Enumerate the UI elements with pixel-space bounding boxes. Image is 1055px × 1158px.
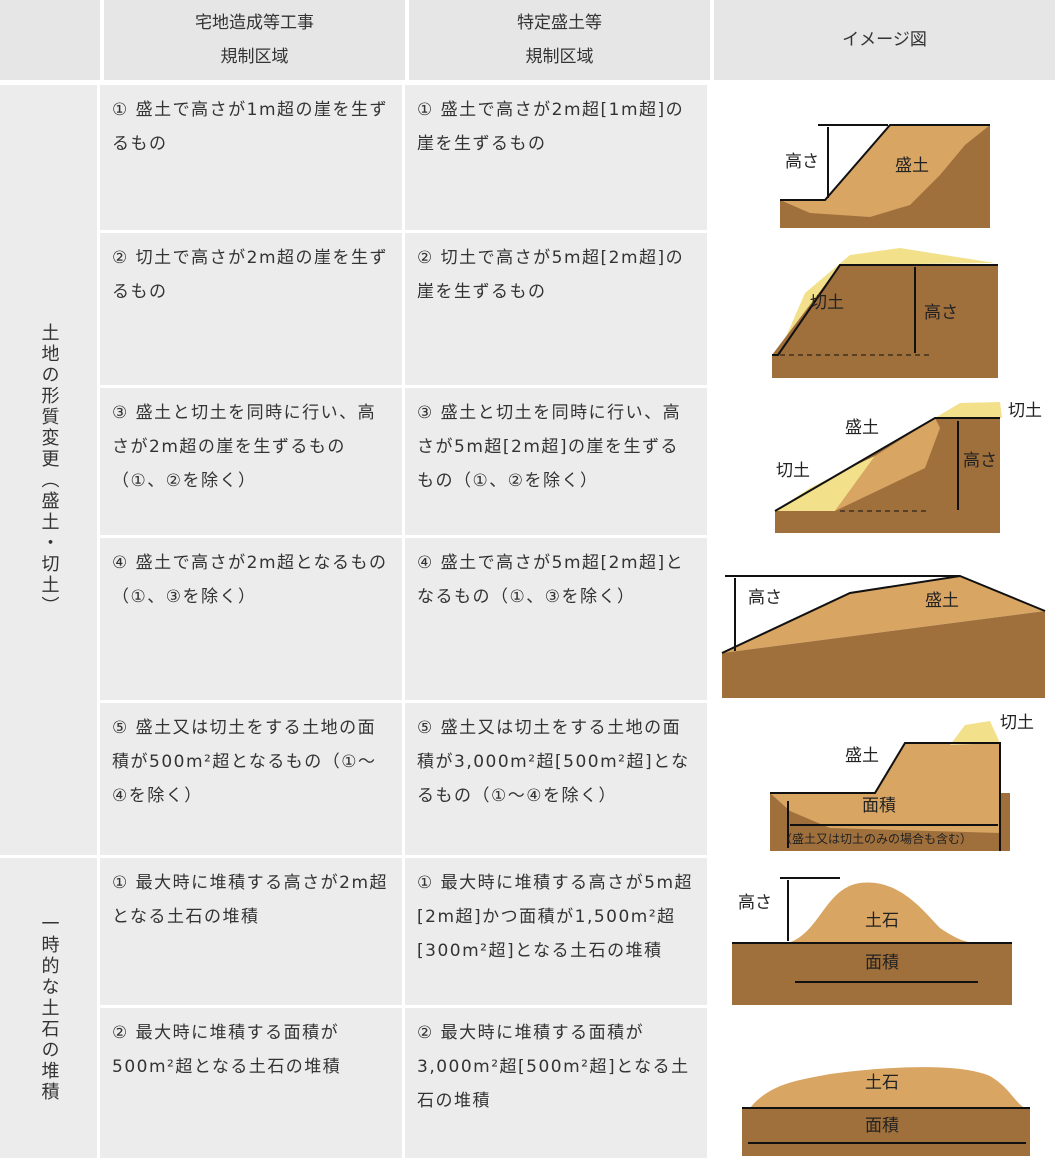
group-label: 土地の形質変更（盛土・切土） <box>0 85 97 855</box>
header-cell: 宅地造成等工事 規制区域 <box>100 0 405 80</box>
image-label: 高さ <box>738 893 772 913</box>
image-label: （盛土又は切土のみの場合も含む） <box>780 831 972 846</box>
cell-text: ② 最大時に堆積する面積が3,000m²超[500m²超]となる土石の堆積 <box>405 1008 707 1158</box>
cell-text: ① 盛土で高さが1m超の崖を生ずるもの <box>100 85 402 230</box>
image: 高さ 盛土 <box>710 85 1055 230</box>
image: 盛土 切土 面積 （盛土又は切土のみの場合も含む） <box>710 703 1055 855</box>
header-text: 規制区域 <box>220 47 289 67</box>
image-label: 高さ <box>748 588 782 608</box>
image-label: 土石 <box>865 1073 899 1093</box>
image-label: 盛土 <box>895 156 929 176</box>
cell-text: ② 切土で高さが2m超の崖を生ずるもの <box>100 233 402 385</box>
header-text: 特定盛土等 <box>517 13 602 33</box>
image: 切土 高さ <box>710 233 1055 385</box>
image-label: 面積 <box>865 953 899 973</box>
header-cell: 特定盛土等 規制区域 <box>405 0 710 80</box>
image-label: 切土 <box>1000 713 1034 733</box>
image-label: 高さ <box>963 451 997 471</box>
cell-text: ④ 盛土で高さが5m超[2m超]となるもの（①、③を除く） <box>405 538 707 700</box>
cell-text: ③ 盛土と切土を同時に行い、高さが2m超の崖を生ずるもの（①、②を除く） <box>100 388 402 535</box>
header-text: 規制区域 <box>525 47 594 67</box>
image-label: 面積 <box>865 1116 899 1136</box>
image-label: 切土 <box>810 293 844 313</box>
image-label: 盛土 <box>925 591 959 611</box>
group-text: 土地の形質変更（盛土・切土） <box>38 323 60 617</box>
header-text: 宅地造成等工事 <box>195 13 314 33</box>
cell-text: ⑤ 盛土又は切土をする土地の面積が500m²超となるもの（①～④を除く） <box>100 703 402 855</box>
image-label: 切土 <box>776 461 810 481</box>
cell-text: ① 最大時に堆積する高さが2m超となる土石の堆積 <box>100 858 402 1005</box>
image: 高さ 盛土 <box>710 538 1055 700</box>
image-label: 切土 <box>1008 401 1042 421</box>
header-text: イメージ図 <box>842 30 927 50</box>
image: 盛土 切土 切土 高さ <box>710 388 1055 535</box>
cell-text: ① 最大時に堆積する高さが5m超[2m超]かつ面積が1,500m²超[300m²… <box>405 858 707 1005</box>
image-label: 盛土 <box>845 746 879 766</box>
cell-text: ③ 盛土と切土を同時に行い、高さが5m超[2m超]の崖を生ずるもの（①、②を除く… <box>405 388 707 535</box>
image: 土石 面積 <box>710 1008 1055 1158</box>
cell-text: ② 切土で高さが5m超[2m超]の崖を生ずるもの <box>405 233 707 385</box>
cell-text: ① 盛土で高さが2m超[1m超]の崖を生ずるもの <box>405 85 707 230</box>
cell-text: ④ 盛土で高さが2m超となるもの（①、③を除く） <box>100 538 402 700</box>
image-label: 盛土 <box>845 418 879 438</box>
image-label: 土石 <box>865 911 899 931</box>
image: 高さ 土石 面積 <box>710 858 1055 1005</box>
image-label: 高さ <box>924 303 958 323</box>
header-row <box>0 0 1055 80</box>
cell-text: ② 最大時に堆積する面積が500m²超となる土石の堆積 <box>100 1008 402 1158</box>
group-label: 一時的な土石の堆積 <box>0 858 97 1158</box>
group-text: 一時的な土石の堆積 <box>38 913 60 1103</box>
image-label: 高さ <box>785 152 819 172</box>
header-cell: イメージ図 <box>710 0 1055 80</box>
image-label: 面積 <box>862 796 896 816</box>
cell-text: ⑤ 盛土又は切土をする土地の面積が3,000m²超[500m²超]となるもの（①… <box>405 703 707 855</box>
